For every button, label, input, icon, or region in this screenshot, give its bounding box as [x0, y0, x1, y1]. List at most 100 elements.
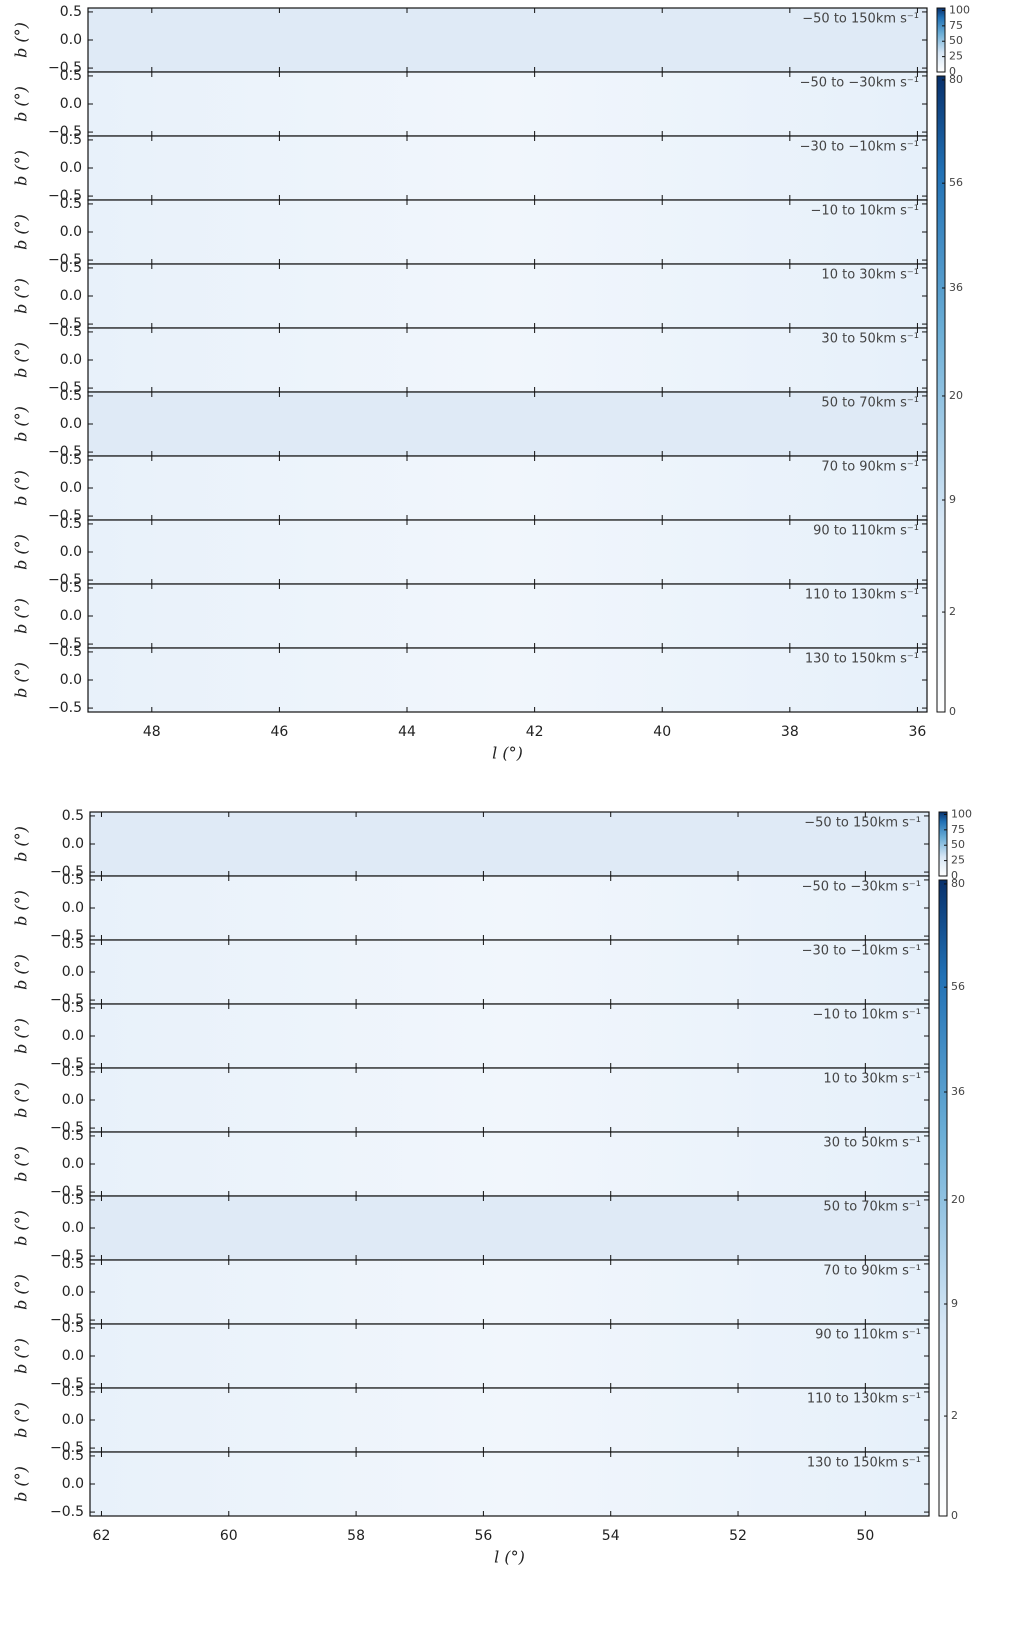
y-tick-label: 0.0	[60, 288, 82, 304]
x-tick-label: 40	[653, 724, 671, 740]
y-tick-label: −0.5	[48, 316, 82, 332]
channel-map	[89, 1131, 930, 1197]
colorbar-tick-label: 0	[949, 705, 956, 718]
y-tick-label: 0.5	[62, 1320, 84, 1336]
y-tick-label: 0.0	[62, 1028, 84, 1044]
y-axis-label: b (°)	[12, 278, 31, 314]
y-tick-label: −0.5	[50, 1248, 84, 1264]
y-tick-label: −0.5	[48, 700, 82, 716]
y-tick-label: −0.5	[48, 444, 82, 460]
panel-label: 90 to 110km s⁻¹	[813, 524, 919, 539]
colorbar	[938, 879, 948, 1517]
panel-label: 70 to 90km s⁻¹	[821, 460, 919, 475]
x-tick-label: 56	[474, 1528, 492, 1544]
panel-label: 90 to 110km s⁻¹	[815, 1328, 921, 1343]
colorbar-tick-label: 56	[949, 176, 963, 189]
y-axis-label: b (°)	[12, 342, 31, 378]
x-tick-label: 48	[143, 724, 161, 740]
channel-map	[87, 7, 928, 73]
colorbar-tick-label: 2	[949, 605, 956, 618]
panel-label: 30 to 50km s⁻¹	[821, 332, 919, 347]
colorbar-tick-label: 25	[951, 854, 965, 867]
y-tick-label: 0.5	[60, 260, 82, 276]
channel-map	[87, 647, 928, 713]
y-axis-label: b (°)	[12, 406, 31, 442]
channel-map	[89, 1067, 930, 1133]
colorbar	[936, 75, 946, 713]
y-tick-label: 0.0	[60, 224, 82, 240]
channel-map	[89, 1323, 930, 1389]
y-tick-label: 0.0	[62, 1092, 84, 1108]
y-tick-label: −0.5	[50, 928, 84, 944]
colorbar-tick-label: 80	[949, 73, 963, 86]
y-axis-label: b (°)	[12, 150, 31, 186]
y-tick-label: 0.5	[60, 132, 82, 148]
colorbar-tick-label: 80	[951, 877, 965, 890]
channel-map	[89, 1451, 930, 1517]
panel-label: −10 to 10km s⁻¹	[811, 204, 919, 219]
y-tick-label: 0.0	[60, 544, 82, 560]
y-tick-label: 0.0	[60, 160, 82, 176]
x-tick-label: 58	[347, 1528, 365, 1544]
channel-map	[87, 519, 928, 585]
panel-label: 10 to 30km s⁻¹	[823, 1072, 921, 1087]
x-axis-label: l (°)	[494, 1548, 525, 1567]
y-axis-label: b (°)	[12, 1146, 31, 1182]
colorbar-tick-label: 75	[949, 19, 963, 32]
y-axis-label: b (°)	[12, 470, 31, 506]
y-axis-label: b (°)	[12, 826, 31, 862]
y-tick-label: −0.5	[50, 1312, 84, 1328]
colorbar	[938, 811, 948, 877]
y-tick-label: 0.5	[62, 1448, 84, 1464]
y-tick-label: −0.5	[48, 636, 82, 652]
y-tick-label: 0.5	[62, 1384, 84, 1400]
panel-label: 50 to 70km s⁻¹	[821, 396, 919, 411]
y-tick-label: 0.0	[62, 836, 84, 852]
channel-map	[87, 199, 928, 265]
panel-label: 110 to 130km s⁻¹	[807, 1392, 921, 1407]
y-tick-label: 0.0	[62, 900, 84, 916]
y-tick-label: 0.0	[62, 964, 84, 980]
colorbar-tick-label: 0	[949, 65, 956, 78]
y-tick-label: 0.5	[62, 1000, 84, 1016]
colorbar-tick-label: 75	[951, 823, 965, 836]
y-tick-label: 0.5	[62, 1256, 84, 1272]
panel-label: −50 to 150km s⁻¹	[802, 12, 919, 27]
y-tick-label: 0.0	[60, 32, 82, 48]
y-tick-label: 0.0	[62, 1156, 84, 1172]
panel-label: −50 to 150km s⁻¹	[804, 816, 921, 831]
panel-label: −50 to −30km s⁻¹	[802, 880, 921, 895]
y-tick-label: −0.5	[50, 1184, 84, 1200]
y-tick-label: −0.5	[48, 572, 82, 588]
y-axis-label: b (°)	[12, 1338, 31, 1374]
channel-map	[89, 939, 930, 1005]
panel-label: 110 to 130km s⁻¹	[805, 588, 919, 603]
y-tick-label: −0.5	[48, 60, 82, 76]
channel-map	[87, 71, 928, 137]
colorbar-tick-label: 50	[949, 34, 963, 47]
y-tick-label: 0.5	[62, 872, 84, 888]
x-tick-label: 52	[729, 1528, 747, 1544]
colorbar-tick-label: 20	[949, 389, 963, 402]
x-tick-label: 54	[602, 1528, 620, 1544]
panel-label: −30 to −10km s⁻¹	[802, 944, 921, 959]
y-tick-label: 0.0	[60, 672, 82, 688]
y-tick-label: 0.0	[60, 352, 82, 368]
y-tick-label: 0.5	[62, 1064, 84, 1080]
panel-label: −50 to −30km s⁻¹	[800, 76, 919, 91]
y-tick-label: 0.5	[62, 936, 84, 952]
y-tick-label: −0.5	[48, 188, 82, 204]
y-axis-label: b (°)	[12, 214, 31, 250]
y-tick-label: 0.0	[62, 1412, 84, 1428]
y-tick-label: 0.5	[60, 580, 82, 596]
y-tick-label: 0.5	[62, 1192, 84, 1208]
y-tick-label: 0.5	[60, 324, 82, 340]
channel-map	[89, 1259, 930, 1325]
y-axis-label: b (°)	[12, 1402, 31, 1438]
y-axis-label: b (°)	[12, 662, 31, 698]
colorbar-tick-label: 50	[951, 838, 965, 851]
x-tick-label: 36	[909, 724, 927, 740]
y-tick-label: −0.5	[50, 992, 84, 1008]
colorbar-tick-label: 100	[951, 807, 972, 820]
